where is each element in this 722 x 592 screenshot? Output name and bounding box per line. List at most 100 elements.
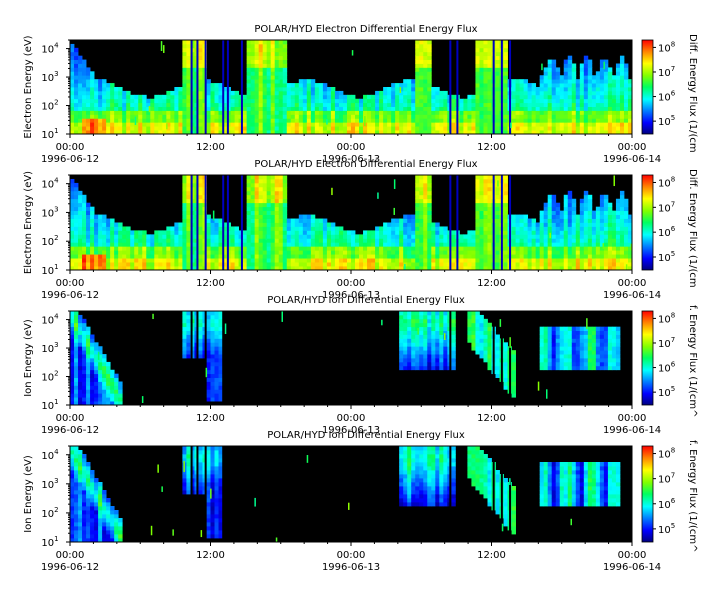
flux-cell: [282, 114, 288, 119]
flux-cell: [198, 346, 203, 351]
flux-cell: [535, 87, 541, 92]
flux-cell: [198, 258, 203, 263]
flux-cell: [383, 130, 388, 134]
flux-cell: [78, 71, 83, 76]
flux-cell: [567, 262, 573, 267]
flux-cell: [334, 230, 340, 235]
flux-cell: [102, 365, 107, 371]
flux-cell: [595, 110, 601, 115]
x-tick-label: 12:00: [196, 278, 225, 289]
flux-cell: [246, 59, 252, 64]
flux-cell: [182, 98, 187, 104]
flux-cell: [186, 254, 191, 259]
flux-cell: [567, 94, 573, 100]
flux-cell: [114, 118, 119, 123]
flux-cell: [190, 238, 195, 243]
flux-cell: [563, 214, 569, 219]
flux-cell: [190, 194, 195, 200]
flux-cell: [94, 377, 99, 382]
flux-cell: [611, 238, 617, 243]
flux-cell: [262, 175, 268, 180]
flux-cell: [495, 106, 500, 111]
flux-cell: [186, 314, 191, 320]
flux-cell: [587, 83, 593, 88]
flux-cell: [126, 226, 131, 231]
flux-cell: [234, 262, 239, 267]
flux-cell: [182, 354, 187, 359]
flux-cell: [138, 234, 143, 239]
flux-cell: [114, 130, 119, 134]
flux-cell: [367, 262, 372, 267]
flux-cell: [170, 226, 175, 231]
flux-cell: [407, 110, 412, 115]
flux-cell: [334, 242, 340, 247]
flux-cell: [479, 126, 484, 131]
flux-cell: [186, 311, 191, 316]
flux-cell: [515, 122, 520, 127]
flux-cell: [427, 79, 432, 84]
flux-cell: [363, 262, 368, 267]
flux-cell: [210, 122, 215, 127]
flux-cell: [198, 182, 203, 188]
flux-cell: [419, 114, 424, 119]
flux-cell: [162, 262, 167, 267]
flux-cell: [126, 114, 131, 119]
flux-cell: [282, 102, 288, 107]
flux-cell: [82, 246, 87, 251]
flux-cell: [274, 175, 280, 180]
flux-cell: [563, 63, 569, 68]
flux-cell: [270, 178, 276, 184]
flux-cell: [178, 258, 183, 263]
flux-cell: [150, 258, 155, 263]
flux-cell: [391, 106, 396, 111]
flux-cell: [567, 250, 573, 255]
flux-cell: [254, 90, 260, 96]
flux-cell: [615, 114, 621, 119]
flux-cell: [595, 226, 601, 231]
flux-cell: [399, 238, 404, 243]
flux-cell: [278, 59, 284, 64]
flux-speck: [510, 122, 512, 129]
flux-cell: [114, 110, 119, 115]
flux-cell: [146, 118, 151, 123]
flux-cell: [459, 98, 464, 104]
flux-cell: [555, 67, 561, 72]
flux-cell: [178, 222, 183, 227]
flux-cell: [298, 126, 304, 131]
flux-cell: [174, 94, 179, 100]
flux-cell: [527, 130, 533, 134]
flux-cell: [627, 222, 632, 227]
flux-cell: [198, 238, 203, 243]
flux-cell: [198, 262, 203, 267]
flux-cell: [551, 63, 557, 68]
flux-cell: [559, 83, 565, 88]
flux-cell: [607, 87, 613, 92]
flux-cell: [403, 342, 408, 347]
flux-cell: [150, 242, 155, 247]
flux-cell: [222, 106, 227, 111]
flux-cell: [467, 118, 472, 123]
flux-cell: [270, 222, 276, 227]
flux-cell: [198, 87, 203, 92]
flux-cell: [282, 230, 288, 235]
flux-cell: [102, 130, 107, 134]
flux-cell: [346, 250, 352, 255]
flux-cell: [519, 90, 525, 96]
flux-cell: [338, 126, 344, 131]
flux-cell: [627, 118, 632, 123]
flux-cell: [423, 130, 428, 134]
flux-cell: [619, 71, 625, 76]
flux-cell: [298, 114, 304, 119]
flux-cell: [575, 106, 581, 111]
flux-cell: [326, 226, 332, 231]
flux-cell: [262, 242, 268, 247]
flux-cell: [294, 102, 300, 107]
flux-cell: [383, 250, 388, 255]
data-gap-stripe: [500, 40, 503, 134]
flux-cell: [619, 262, 625, 267]
flux-cell: [278, 238, 284, 243]
flux-cell: [254, 43, 260, 49]
flux-cell: [254, 254, 260, 259]
flux-cell: [523, 118, 529, 123]
flux-cell: [531, 242, 537, 247]
